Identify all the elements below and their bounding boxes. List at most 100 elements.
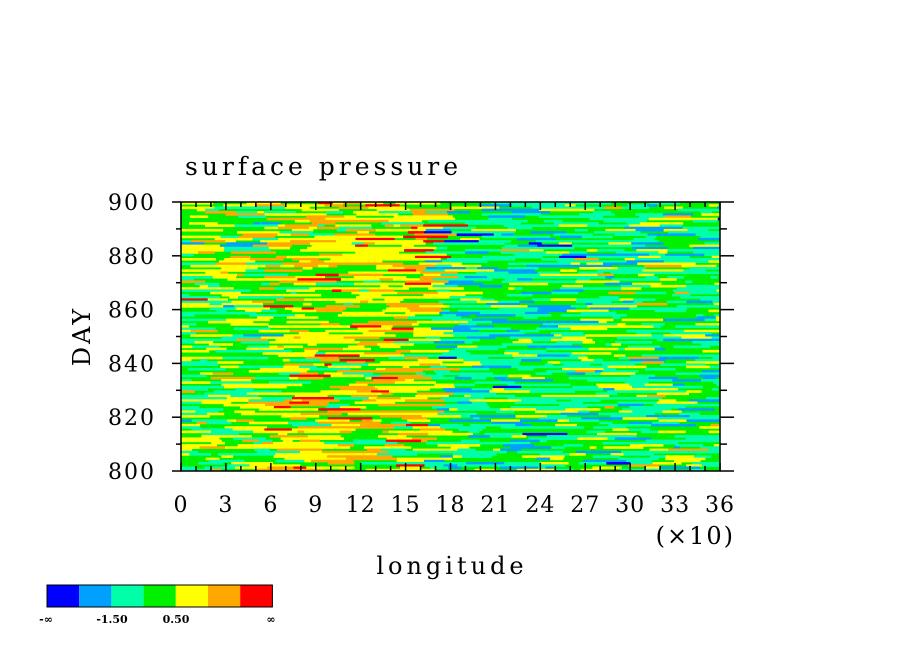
heatmap-cell xyxy=(448,280,474,284)
heatmap-cell xyxy=(181,374,201,378)
heatmap-cell xyxy=(517,450,551,454)
heatmap-cell xyxy=(394,426,413,429)
heatmap-cell xyxy=(560,412,599,416)
heatmap-cell xyxy=(285,206,310,210)
heatmap-cell xyxy=(181,397,227,400)
y-tick-label: 840 xyxy=(108,352,156,377)
heatmap-cell xyxy=(599,421,613,425)
heatmap-cell xyxy=(195,410,219,414)
heatmap-cell xyxy=(268,325,293,328)
heatmap-cell xyxy=(205,271,221,275)
heatmap-cell xyxy=(498,450,507,454)
heatmap-cell xyxy=(492,388,505,391)
heatmap-cell xyxy=(247,345,270,349)
heatmap-cell xyxy=(539,208,550,212)
heatmap-cell xyxy=(521,255,543,259)
heatmap-cell xyxy=(181,298,208,301)
heatmap-cell xyxy=(336,334,371,337)
heatmap-cell xyxy=(580,253,608,257)
heatmap-cell xyxy=(289,401,310,405)
heatmap-cell xyxy=(181,408,224,411)
heatmap-cell xyxy=(426,267,466,270)
heatmap-cell xyxy=(428,287,437,290)
heatmap-cell xyxy=(555,423,577,427)
heatmap-cell xyxy=(355,251,389,254)
heatmap-cell xyxy=(282,262,325,266)
heatmap-cell xyxy=(545,388,588,391)
heatmap-cell xyxy=(284,363,314,366)
heatmap-cell xyxy=(516,237,556,241)
heatmap-cell xyxy=(686,419,720,422)
y-tick-label: 860 xyxy=(108,299,156,324)
heatmap-cell xyxy=(404,354,445,357)
heatmap-cell xyxy=(309,219,348,223)
heatmap-cell xyxy=(711,336,720,340)
heatmap-cell xyxy=(471,231,515,234)
heatmap-cell xyxy=(258,408,274,411)
heatmap-cell xyxy=(359,289,369,292)
heatmap-cell xyxy=(511,211,551,214)
heatmap-cell xyxy=(696,284,720,288)
heatmap-cell xyxy=(324,260,352,263)
heatmap-cell xyxy=(226,242,268,245)
heatmap-cell xyxy=(261,309,277,313)
heatmap-cell xyxy=(264,276,296,279)
heatmap-cell xyxy=(595,392,617,396)
heatmap-cell xyxy=(526,262,571,266)
heatmap-cell xyxy=(311,217,326,221)
heatmap-cell xyxy=(507,226,533,230)
heatmap-cell xyxy=(256,450,300,454)
heatmap-cell xyxy=(181,280,206,284)
heatmap-cell xyxy=(431,282,445,286)
heatmap-cell xyxy=(471,249,501,252)
heatmap-cell xyxy=(594,370,603,373)
heatmap-cell xyxy=(374,385,418,389)
heatmap-cell xyxy=(273,406,291,409)
heatmap-cell xyxy=(335,446,350,449)
heatmap-cell xyxy=(286,320,297,324)
heatmap-cell xyxy=(466,374,509,378)
heatmap-cell xyxy=(640,430,659,434)
heatmap-cell xyxy=(692,249,720,252)
heatmap-cell xyxy=(347,412,366,416)
heatmap-cell xyxy=(353,410,373,414)
heatmap-cell xyxy=(301,208,339,212)
heatmap-cell xyxy=(387,269,417,272)
heatmap-cell xyxy=(400,258,441,261)
heatmap-cell xyxy=(612,316,621,319)
heatmap-cell xyxy=(230,323,269,326)
heatmap-cell xyxy=(656,401,698,405)
heatmap-cell xyxy=(424,464,444,467)
heatmap-cell xyxy=(542,426,584,429)
heatmap-cell xyxy=(633,237,655,241)
heatmap-cell xyxy=(470,394,495,398)
heatmap-cell xyxy=(443,309,450,313)
heatmap-cell xyxy=(211,468,222,472)
heatmap-cell xyxy=(286,289,315,292)
heatmap-cell xyxy=(306,466,329,470)
heatmap-cell xyxy=(616,251,659,254)
heatmap-cell xyxy=(311,408,319,411)
heatmap-cell xyxy=(361,278,380,281)
heatmap-cell xyxy=(607,390,633,393)
heatmap-cell xyxy=(315,430,340,434)
heatmap-cell xyxy=(456,372,478,375)
heatmap-cell xyxy=(451,264,482,268)
heatmap-cell xyxy=(689,267,715,270)
heatmap-cell xyxy=(586,262,604,266)
heatmap-cell xyxy=(647,204,658,207)
heatmap-cell xyxy=(602,370,639,373)
heatmap-cell xyxy=(274,287,310,290)
heatmap-cell xyxy=(359,426,394,429)
heatmap-cell xyxy=(215,262,247,266)
heatmap-cell xyxy=(393,341,434,344)
heatmap-cell xyxy=(205,208,219,212)
heatmap-cell xyxy=(346,228,376,232)
heatmap-cell xyxy=(509,336,549,340)
heatmap-cell xyxy=(357,314,402,317)
heatmap-cell xyxy=(535,327,571,331)
heatmap-cell xyxy=(491,240,512,243)
heatmap-cell xyxy=(586,255,617,259)
heatmap-cell xyxy=(306,320,329,324)
